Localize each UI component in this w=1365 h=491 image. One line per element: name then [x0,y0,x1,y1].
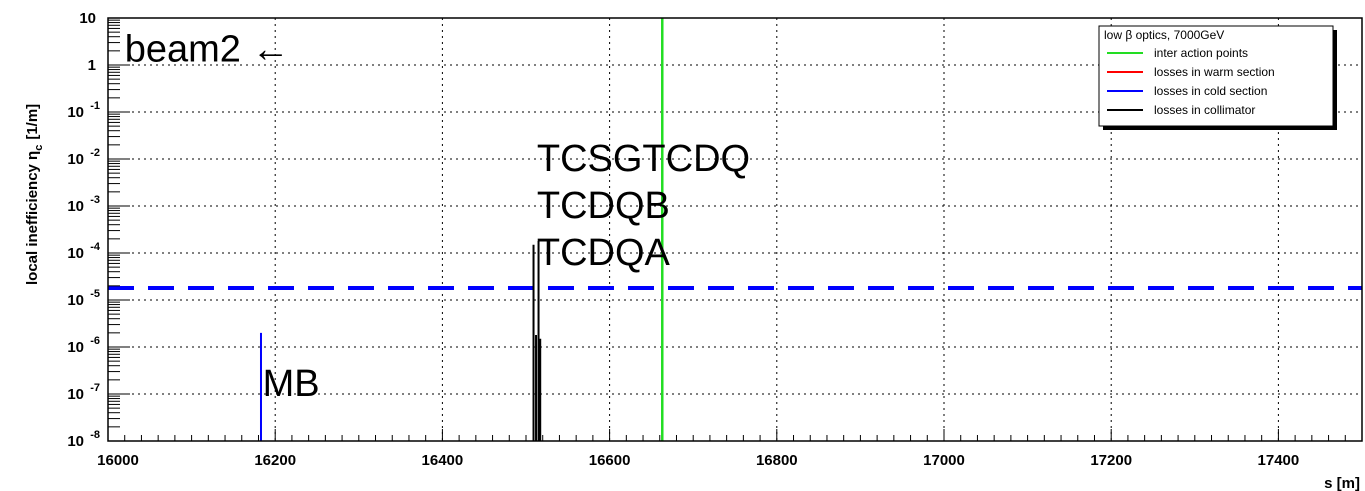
x-tick-label: 16000 [97,452,139,469]
y-tick-label: 1 [88,57,96,74]
y-tick-label: 10 [67,292,84,309]
y-tick-label: 10 [67,433,84,450]
x-tick-label: 17400 [1258,452,1300,469]
y-tick-exponent: -4 [90,241,101,253]
y-tick-label: 10 [79,10,96,27]
x-tick-label: 16400 [422,452,464,469]
y-axis-title-subscript: c [33,145,45,151]
y-axis-title-main: local inefficiency η [24,151,41,285]
x-tick-label: 16600 [589,452,631,469]
x-tick-label: 16200 [254,452,296,469]
y-tick-label: 10 [67,245,84,262]
legend: low β optics, 7000GeV inter action points… [1099,26,1337,130]
y-tick-label: 10 [67,339,84,356]
legend-entry: losses in warm section [1154,65,1275,79]
y-axis-title: local inefficiency ηc [1/m] [24,104,45,285]
y-tick-exponent: -3 [90,194,100,206]
legend-header: low β optics, 7000GeV [1104,28,1224,42]
annotation-label: TCSGTCDQ [537,138,750,180]
x-tick-label: 17200 [1090,452,1132,469]
y-tick-exponent: -6 [90,335,100,347]
y-tick-exponent: -5 [90,288,100,300]
legend-entry: inter action points [1154,46,1248,60]
annotation-label: beam2 ← [125,28,290,70]
y-tick-label: 10 [67,386,84,403]
y-tick-label: 10 [67,151,84,168]
annotation-label: TCDQB [537,185,670,227]
y-tick-exponent: -7 [90,382,100,394]
x-tick-label: 16800 [756,452,798,469]
y-tick-exponent: -2 [90,147,100,159]
y-tick-exponent: -8 [90,429,100,441]
y-axis-title-unit: [1/m] [24,104,41,140]
x-axis-title: s [m] [1324,475,1360,491]
x-tick-label: 17000 [923,452,965,469]
y-tick-label: 10 [67,198,84,215]
y-tick-exponent: -1 [90,100,100,112]
legend-entry: losses in collimator [1154,103,1255,117]
annotation-label: MB [263,363,320,405]
legend-entry: losses in cold section [1154,84,1267,98]
y-tick-label: 10 [67,104,84,121]
annotation-label: TCDQA [537,232,671,274]
